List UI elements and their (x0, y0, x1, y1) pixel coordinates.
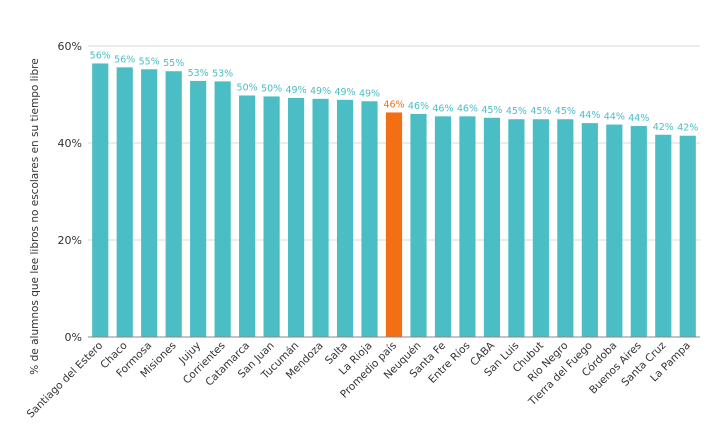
data-label: 49% (286, 85, 307, 96)
data-label: 44% (604, 112, 625, 123)
bar (92, 63, 109, 338)
data-label: 49% (334, 87, 355, 98)
bar (581, 123, 598, 338)
bar (141, 69, 158, 337)
y-tick-label: 40% (58, 137, 82, 150)
bar (630, 126, 647, 338)
data-label: 53% (212, 68, 233, 79)
y-tick-label: 60% (58, 40, 82, 53)
data-label: 56% (114, 54, 135, 65)
bar (336, 99, 354, 338)
bars (92, 63, 696, 338)
data-label: 46% (432, 103, 453, 114)
bar (165, 71, 182, 337)
data-label: 56% (90, 50, 111, 61)
bar (410, 113, 427, 338)
y-axis-title: % de alumnos que lee libros no escolares… (29, 58, 41, 374)
bar (239, 95, 256, 337)
bar (434, 116, 452, 337)
data-label: 45% (555, 106, 576, 117)
y-axis-ticks: 0% 20% 40% 60% (58, 40, 82, 344)
data-label: 46% (408, 101, 429, 112)
bar (312, 98, 329, 338)
data-label: 45% (481, 105, 502, 116)
bar (679, 135, 696, 337)
data-label: 44% (579, 110, 600, 121)
data-label: 46% (383, 99, 404, 110)
data-label: 53% (188, 68, 209, 79)
bar (116, 67, 133, 337)
data-label: 55% (163, 58, 184, 69)
y-tick-label: 0% (65, 331, 82, 344)
data-labels: 56% 56% 55% 55%53% 53%50% 50% 49% 49% 49% 49%46% 4… (90, 50, 699, 133)
bar (190, 80, 207, 338)
data-label: 49% (359, 88, 380, 99)
data-label: 42% (653, 122, 674, 133)
x-axis-labels: Santiago del EsteroChacoFormosaMisionesJ… (25, 339, 693, 420)
bar (288, 97, 305, 338)
bar (606, 124, 623, 337)
bar (655, 134, 672, 337)
data-label: 46% (457, 103, 478, 114)
bar (263, 96, 280, 337)
bar (214, 81, 231, 337)
data-label: 45% (530, 106, 551, 117)
bar (361, 101, 378, 337)
data-label: 45% (506, 106, 527, 117)
bar (508, 119, 525, 337)
data-label: 50% (237, 82, 258, 93)
data-label: 42% (677, 123, 698, 134)
bar (483, 117, 500, 337)
bar (532, 119, 549, 337)
data-label: 49% (310, 86, 331, 97)
data-label: 44% (628, 113, 649, 124)
y-tick-label: 20% (58, 234, 82, 247)
data-label: 50% (261, 83, 282, 94)
bar (459, 116, 476, 337)
data-label: 55% (139, 56, 160, 67)
bar (385, 112, 403, 337)
bar (557, 119, 574, 337)
